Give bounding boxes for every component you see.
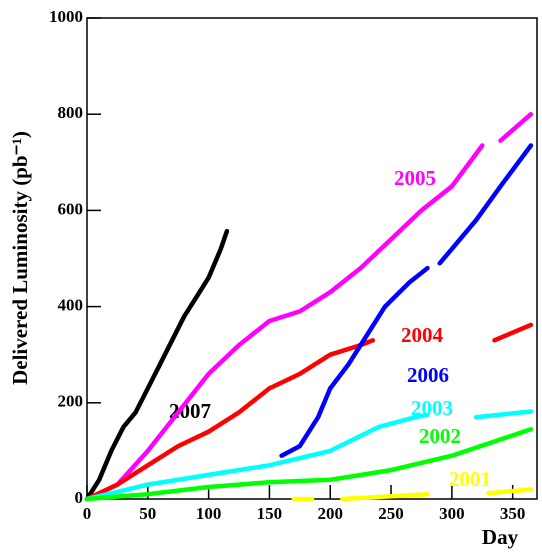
series-line xyxy=(84,409,534,502)
series-line xyxy=(84,111,534,502)
series-label: 2003 xyxy=(411,396,453,420)
x-tick-label: 100 xyxy=(196,504,222,523)
series-label: 2002 xyxy=(419,424,461,448)
x-tick-label: 250 xyxy=(378,504,404,523)
series-line xyxy=(279,143,534,458)
y-tick-label: 1000 xyxy=(49,7,83,26)
x-tick-label: 150 xyxy=(257,504,283,523)
x-axis-label: Day xyxy=(482,525,519,549)
x-tick-label: 0 xyxy=(83,504,92,523)
x-tick-label: 200 xyxy=(317,504,343,523)
x-tick-label: 350 xyxy=(500,504,526,523)
y-axis-label: Delivered Luminosity (pb⁻¹) xyxy=(8,131,32,385)
y-tick-label: 600 xyxy=(58,199,84,218)
series-label: 2005 xyxy=(394,166,436,190)
y-tick-label: 200 xyxy=(58,392,84,411)
series-line xyxy=(84,427,534,502)
y-tick-label: 400 xyxy=(58,296,84,315)
series-line xyxy=(84,228,230,502)
series-label: 2001 xyxy=(449,467,491,491)
x-tick-label: 300 xyxy=(439,504,465,523)
series-label: 2004 xyxy=(401,323,444,347)
series-label: 2006 xyxy=(407,363,449,387)
series-line xyxy=(291,487,534,502)
y-tick-label: 0 xyxy=(75,488,84,507)
y-tick-label: 800 xyxy=(58,103,84,122)
x-tick-label: 50 xyxy=(139,504,156,523)
series-line xyxy=(84,322,534,502)
